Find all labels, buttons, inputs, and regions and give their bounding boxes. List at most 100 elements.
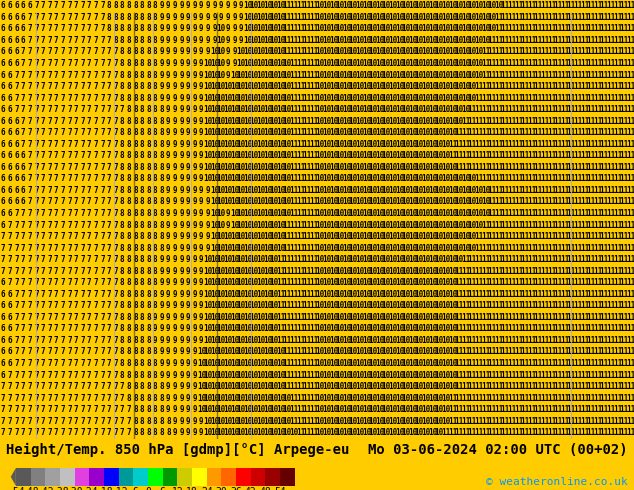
Text: 11: 11 xyxy=(494,416,503,426)
Text: 11: 11 xyxy=(573,405,583,414)
Text: 10: 10 xyxy=(256,197,266,206)
Text: 10: 10 xyxy=(335,301,345,310)
Text: 9: 9 xyxy=(166,359,171,368)
Text: 11: 11 xyxy=(547,416,556,426)
Text: 10: 10 xyxy=(355,48,365,56)
Text: 10: 10 xyxy=(210,347,219,357)
Text: 10: 10 xyxy=(217,117,226,125)
Text: 11: 11 xyxy=(600,105,609,114)
Text: 11: 11 xyxy=(296,359,305,368)
Text: 10: 10 xyxy=(217,382,226,391)
Text: 8: 8 xyxy=(153,405,157,414)
Text: 11: 11 xyxy=(494,24,503,33)
Text: 10: 10 xyxy=(342,255,351,264)
Text: 11: 11 xyxy=(540,336,550,345)
Text: 8: 8 xyxy=(160,405,164,414)
Text: 10: 10 xyxy=(342,336,351,345)
Text: 10: 10 xyxy=(250,197,259,206)
Text: 7: 7 xyxy=(113,151,118,160)
Text: 10: 10 xyxy=(210,313,219,322)
Text: 8: 8 xyxy=(126,278,131,287)
Text: 11: 11 xyxy=(547,36,556,45)
Text: 9: 9 xyxy=(166,24,171,33)
Text: 11: 11 xyxy=(289,290,299,299)
Text: 10: 10 xyxy=(217,36,226,45)
Text: 10: 10 xyxy=(329,255,338,264)
Text: 11: 11 xyxy=(488,313,496,322)
Text: 10: 10 xyxy=(322,382,332,391)
Text: 11: 11 xyxy=(302,255,312,264)
Text: 7: 7 xyxy=(21,301,25,310)
Text: 10: 10 xyxy=(362,186,371,195)
Text: 11: 11 xyxy=(553,347,563,357)
Text: 11: 11 xyxy=(501,117,510,125)
Text: 9: 9 xyxy=(199,186,204,195)
Text: 7: 7 xyxy=(60,128,65,137)
Text: 6: 6 xyxy=(14,24,19,33)
Text: 11: 11 xyxy=(309,71,318,79)
Text: 10: 10 xyxy=(349,428,358,437)
Text: 9: 9 xyxy=(239,36,243,45)
Text: 11: 11 xyxy=(553,336,563,345)
Text: 8: 8 xyxy=(120,244,124,253)
Text: 10: 10 xyxy=(210,128,219,137)
Text: 10: 10 xyxy=(349,267,358,276)
Text: 10: 10 xyxy=(467,186,477,195)
Text: 7: 7 xyxy=(100,301,105,310)
Text: 10: 10 xyxy=(408,313,417,322)
Text: 10: 10 xyxy=(349,71,358,79)
Text: 10: 10 xyxy=(461,13,470,22)
Text: 10: 10 xyxy=(329,359,338,368)
Text: 10: 10 xyxy=(316,209,325,218)
Text: 7: 7 xyxy=(74,36,78,45)
Text: 10: 10 xyxy=(349,128,358,137)
Text: 11: 11 xyxy=(527,405,536,414)
Text: 10: 10 xyxy=(243,336,252,345)
Text: 10: 10 xyxy=(415,336,424,345)
Text: 11: 11 xyxy=(309,1,318,10)
Text: 10: 10 xyxy=(276,347,285,357)
Text: 10: 10 xyxy=(362,405,371,414)
Text: 11: 11 xyxy=(606,267,616,276)
Text: 11: 11 xyxy=(507,59,517,68)
Text: 10: 10 xyxy=(455,36,463,45)
Text: 11: 11 xyxy=(619,151,629,160)
Text: 6: 6 xyxy=(14,140,19,149)
Text: 11: 11 xyxy=(461,163,470,172)
Text: 10: 10 xyxy=(375,13,384,22)
Text: 7: 7 xyxy=(14,336,19,345)
Text: 11: 11 xyxy=(501,324,510,333)
Text: 10: 10 xyxy=(382,428,391,437)
Text: 8: 8 xyxy=(146,209,151,218)
Text: 7: 7 xyxy=(34,174,39,183)
Text: 7: 7 xyxy=(41,359,45,368)
Text: 11: 11 xyxy=(521,290,529,299)
Text: 10: 10 xyxy=(256,105,266,114)
Text: 10: 10 xyxy=(283,416,292,426)
Text: 11: 11 xyxy=(573,324,583,333)
Text: 11: 11 xyxy=(455,347,463,357)
Text: 11: 11 xyxy=(461,278,470,287)
Text: 11: 11 xyxy=(547,428,556,437)
Text: 9: 9 xyxy=(239,13,243,22)
Bar xyxy=(133,468,148,486)
Text: 11: 11 xyxy=(481,290,490,299)
Text: 9: 9 xyxy=(226,220,230,229)
Text: 11: 11 xyxy=(547,209,556,218)
Text: 9: 9 xyxy=(179,82,184,91)
Text: 7: 7 xyxy=(21,59,25,68)
Text: 7: 7 xyxy=(27,197,32,206)
Text: 11: 11 xyxy=(580,94,589,102)
Text: 11: 11 xyxy=(467,301,477,310)
Text: 10: 10 xyxy=(349,347,358,357)
Text: 11: 11 xyxy=(560,220,569,229)
Text: 10: 10 xyxy=(263,13,272,22)
Text: 9: 9 xyxy=(219,1,224,10)
Text: 10: 10 xyxy=(217,209,226,218)
Text: 11: 11 xyxy=(613,416,622,426)
Text: 7: 7 xyxy=(8,255,12,264)
Text: 7: 7 xyxy=(27,255,32,264)
Text: 11: 11 xyxy=(527,416,536,426)
Text: 11: 11 xyxy=(461,347,470,357)
Text: 10: 10 xyxy=(395,13,404,22)
